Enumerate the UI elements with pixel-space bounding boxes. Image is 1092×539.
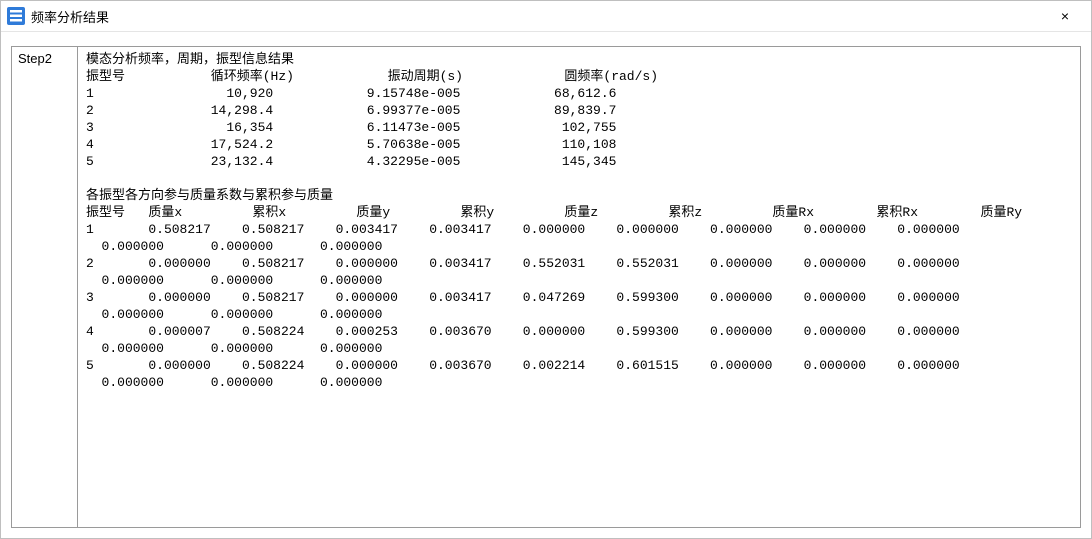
report-text: 模态分析频率，周期，振型信息结果 振型号 循环频率(Hz) 振动周期(s) 圆频…	[78, 47, 1080, 527]
step-label: Step2	[18, 51, 52, 66]
content-frame: Step2 模态分析频率，周期，振型信息结果 振型号 循环频率(Hz) 振动周期…	[11, 46, 1081, 528]
app-icon	[7, 7, 25, 25]
close-icon: ×	[1061, 8, 1069, 24]
client-area: Step2 模态分析频率，周期，振型信息结果 振型号 循环频率(Hz) 振动周期…	[1, 32, 1091, 538]
window-root: 频率分析结果 × Step2 模态分析频率，周期，振型信息结果 振型号 循环频率…	[0, 0, 1092, 539]
window-title: 频率分析结果	[31, 7, 1045, 26]
close-button[interactable]: ×	[1045, 1, 1085, 31]
step-sidebar: Step2	[12, 47, 78, 527]
title-bar: 频率分析结果 ×	[1, 1, 1091, 32]
